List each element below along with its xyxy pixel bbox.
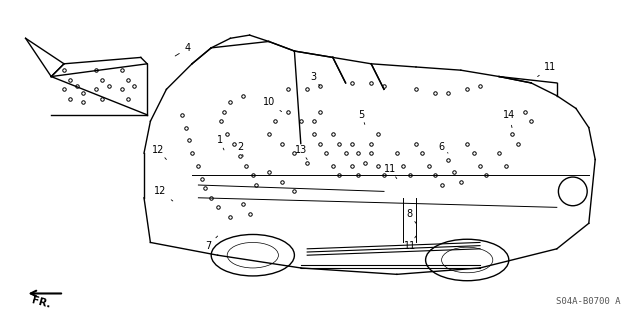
Text: 7: 7 [205,236,218,251]
Text: 11: 11 [384,164,397,179]
Text: 6: 6 [438,142,448,153]
Text: 14: 14 [502,110,515,128]
Text: 11: 11 [403,236,416,251]
Text: 3: 3 [310,71,320,86]
Text: 1: 1 [216,135,224,150]
Text: 8: 8 [406,209,416,223]
Text: 4: 4 [175,43,191,56]
Text: 5: 5 [358,110,365,124]
Text: FR.: FR. [31,295,52,310]
Text: 12: 12 [154,186,173,201]
Text: 2: 2 [237,142,243,156]
Text: 11: 11 [538,62,557,77]
Text: S04A-B0700 A: S04A-B0700 A [556,297,621,306]
Text: 10: 10 [262,97,282,112]
Text: 13: 13 [294,145,307,160]
Text: 12: 12 [152,145,166,160]
